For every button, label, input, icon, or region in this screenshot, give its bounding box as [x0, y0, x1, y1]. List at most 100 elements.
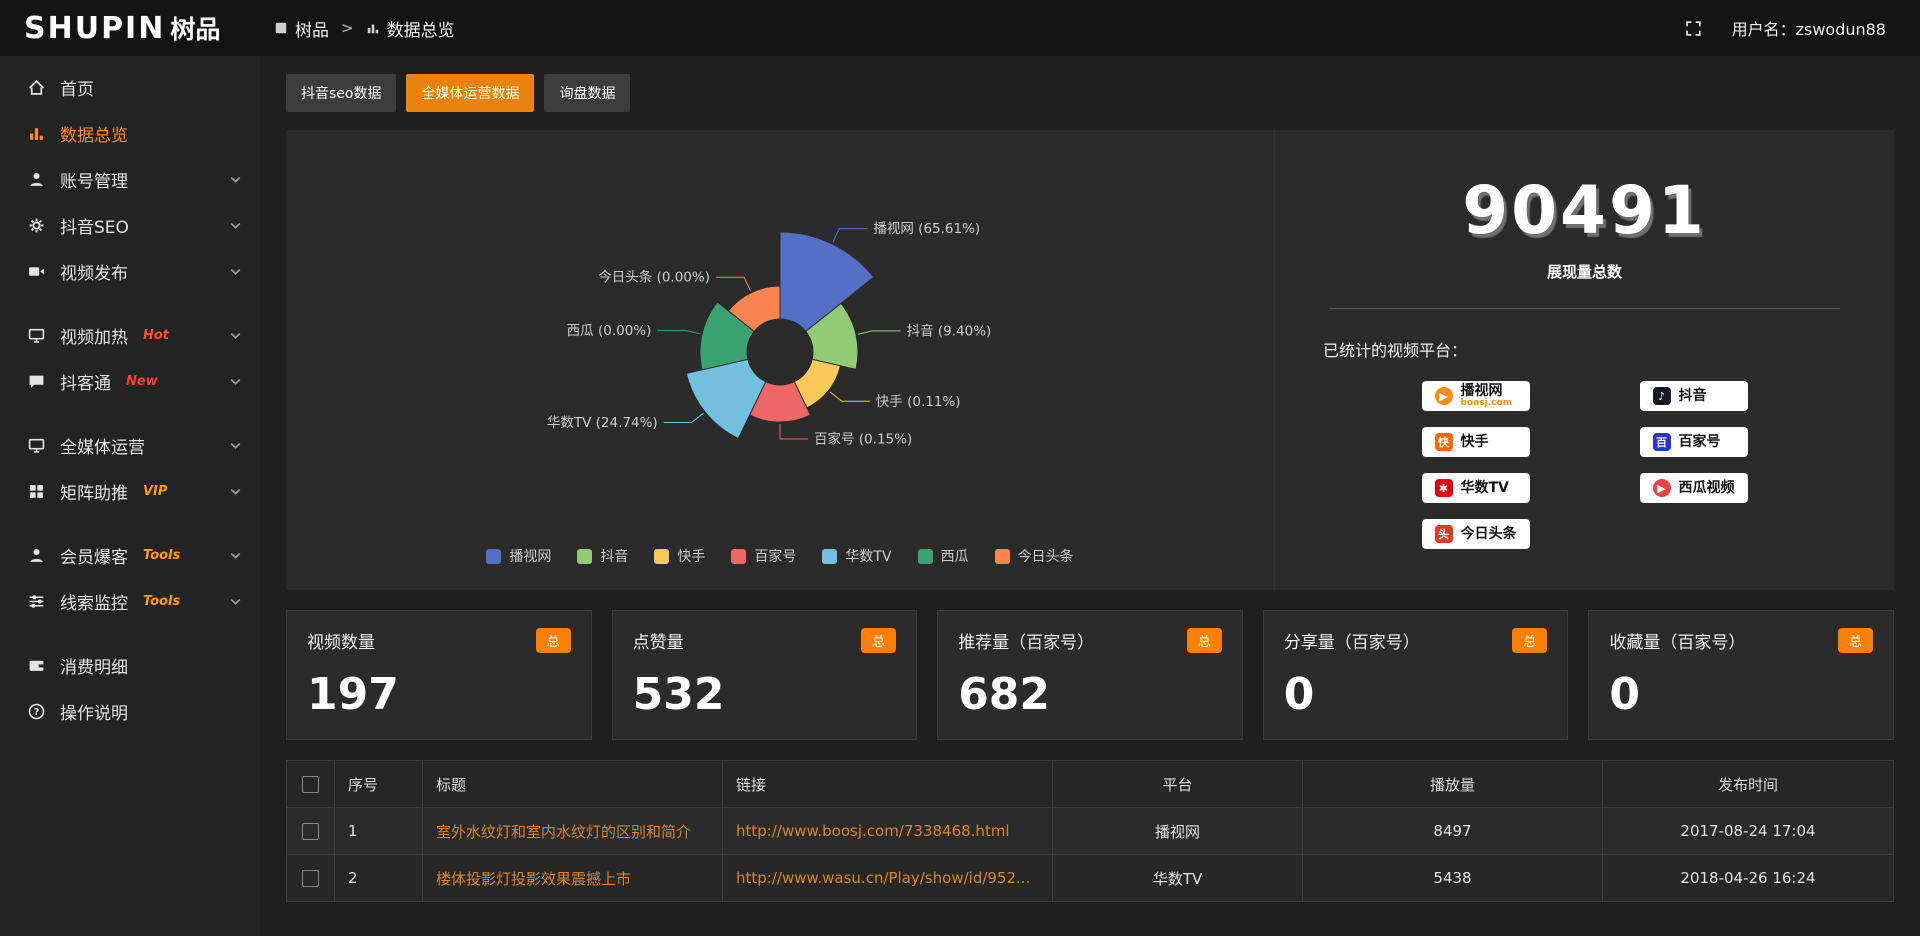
- row-checkbox[interactable]: [302, 823, 319, 840]
- pie-slice-百家号[interactable]: [748, 381, 812, 423]
- tab-询盘数据[interactable]: 询盘数据: [544, 74, 631, 112]
- sidebar-item-操作说明[interactable]: ? 操作说明: [0, 688, 260, 734]
- pie-slice-华数TV[interactable]: [685, 358, 767, 440]
- legend-label: 抖音: [600, 549, 629, 565]
- video-table-wrap: 序号 标题 链接 平台 播放量 发布时间 1 室外水纹灯和室内水纹灯的区别和简介 http:/…: [286, 760, 1894, 902]
- cell-platform: 华数TV: [1052, 854, 1303, 902]
- sidebar-item-label: 全媒体运营: [60, 437, 145, 458]
- pie-slice-播视网[interactable]: [779, 231, 875, 333]
- username[interactable]: 用户名：zswodun88: [1731, 20, 1886, 39]
- row-checkbox[interactable]: [302, 870, 319, 887]
- pie-label: 快手 (0.11%): [876, 394, 961, 410]
- total-badge[interactable]: 总: [535, 628, 571, 653]
- total-badge[interactable]: 总: [1186, 628, 1222, 653]
- legend-swatch: [577, 548, 593, 564]
- xigua-logo-icon: ▶: [1652, 479, 1671, 497]
- select-all-cell: [286, 760, 335, 808]
- legend-item-西瓜[interactable]: 西瓜: [917, 546, 969, 566]
- sidebar-item-视频加热[interactable]: 视频加热 Hot: [0, 312, 260, 358]
- tab-全媒体运营数据[interactable]: 全媒体运营数据: [406, 74, 535, 112]
- tab-抖音seo数据[interactable]: 抖音seo数据: [286, 74, 397, 112]
- topbar: SHUPIN 树品 树品 > 数据总览 用户名：zswodun88: [0, 0, 1920, 56]
- platform-pill-抖音[interactable]: ♪ 抖音: [1639, 381, 1748, 411]
- sidebar-item-label: 会员爆客: [60, 547, 128, 568]
- divider: [1329, 308, 1840, 309]
- sidebar-item-label: 矩阵助推: [60, 483, 128, 504]
- tag-hot: Hot: [143, 327, 170, 343]
- legend-item-华数TV[interactable]: 华数TV: [822, 546, 892, 566]
- card-value: 532: [632, 669, 725, 720]
- stat-cards: 视频数量总 197 点赞量总 532 推荐量（百家号）总 682 分享量（百家号）总 0 收藏量…: [286, 610, 1894, 740]
- chevron-down-icon: [229, 485, 242, 498]
- sidebar-item-账号管理[interactable]: 账号管理: [0, 156, 260, 202]
- sidebar-item-会员爆客[interactable]: 会员爆客 Tools: [0, 532, 260, 578]
- platform-pills: ▶ 播视网 boosj.com ♪ 抖音快快手 百百家号 ✱ 华数TV ▶ 西瓜视频头今日头条: [1323, 381, 1846, 549]
- col-header-平台: 平台: [1052, 760, 1303, 808]
- douyin-logo-icon: ♪: [1652, 387, 1671, 405]
- app-logo[interactable]: SHUPIN 树品: [0, 10, 260, 46]
- pie-slice-抖音[interactable]: [805, 302, 859, 370]
- table-header-row: 序号 标题 链接 平台 播放量 发布时间: [286, 760, 1894, 808]
- app-icon: [274, 21, 288, 35]
- chart-icon: [28, 125, 47, 142]
- legend-item-播视网[interactable]: 播视网: [486, 546, 551, 566]
- legend-swatch: [994, 548, 1010, 564]
- sidebar-item-抖客通[interactable]: 抖客通 New: [0, 358, 260, 404]
- summary-panel: 90491 展现量总数 已统计的视频平台： ▶ 播视网 boosj.com ♪ 抖音快快…: [1274, 130, 1894, 590]
- col-header-链接: 链接: [722, 760, 1053, 808]
- cell-link[interactable]: http://www.boosj.com/7338468.html: [722, 807, 1053, 855]
- total-badge[interactable]: 总: [1837, 628, 1873, 653]
- platform-pill-西瓜视频[interactable]: ▶ 西瓜视频: [1639, 473, 1748, 503]
- platform-pill-播视网[interactable]: ▶ 播视网 boosj.com: [1421, 381, 1530, 411]
- sidebar-item-消费明细[interactable]: 消费明细: [0, 642, 260, 688]
- legend-item-百家号[interactable]: 百家号: [731, 546, 796, 566]
- overview-panel: 播视网 (65.61%) 抖音 (9.40%) 快手 (0.11%) 百家号 (0.1…: [286, 130, 1894, 590]
- tag-tools: Tools: [143, 593, 181, 609]
- cell-link[interactable]: http://www.wasu.cn/Play/show/id/952...: [722, 854, 1053, 902]
- pie-slice-西瓜[interactable]: [699, 301, 755, 371]
- sidebar-item-数据总览[interactable]: 数据总览: [0, 110, 260, 156]
- platform-name: 百家号: [1678, 433, 1721, 450]
- pie-label: 西瓜 (0.00%): [567, 323, 652, 339]
- chevron-down-icon: [229, 439, 242, 452]
- card-value: 0: [1283, 669, 1315, 720]
- legend-swatch: [731, 548, 747, 564]
- platform-pill-华数TV[interactable]: ✱ 华数TV: [1421, 473, 1530, 503]
- platform-pill-快手[interactable]: 快快手: [1421, 427, 1530, 457]
- select-all-checkbox[interactable]: [302, 776, 319, 793]
- sidebar-item-全媒体运营[interactable]: 全媒体运营: [0, 422, 260, 468]
- table-row: 1 室外水纹灯和室内水纹灯的区别和简介 http://www.boosj.com/7…: [286, 807, 1894, 855]
- legend-item-抖音[interactable]: 抖音: [577, 546, 628, 566]
- svg-text:?: ?: [34, 706, 40, 717]
- baijia-logo-icon: 百: [1652, 433, 1671, 451]
- total-badge[interactable]: 总: [1512, 628, 1548, 653]
- col-header-发布时间: 发布时间: [1602, 760, 1894, 808]
- legend-item-快手[interactable]: 快手: [654, 546, 705, 566]
- sidebar-item-线索监控[interactable]: 线索监控 Tools: [0, 578, 260, 624]
- tag-new: New: [126, 373, 158, 389]
- pie-chart[interactable]: 播视网 (65.61%) 抖音 (9.40%) 快手 (0.11%) 百家号 (0.1…: [290, 162, 1270, 540]
- breadcrumb-current[interactable]: 数据总览: [366, 16, 455, 41]
- total-badge[interactable]: 总: [861, 628, 897, 653]
- pie-label-line: [829, 391, 870, 402]
- legend-item-今日头条[interactable]: 今日头条: [994, 546, 1074, 566]
- fullscreen-icon[interactable]: [1685, 20, 1702, 37]
- pie-slice-今日头条[interactable]: [727, 285, 781, 333]
- breadcrumb-root[interactable]: 树品: [274, 16, 329, 41]
- card-title: 点赞量: [632, 633, 684, 653]
- sidebar-item-抖音SEO[interactable]: 抖音SEO: [0, 202, 260, 248]
- sidebar-item-首页[interactable]: 首页: [0, 64, 260, 110]
- cell-platform: 播视网: [1052, 807, 1303, 855]
- sidebar-item-label: 数据总览: [60, 125, 128, 146]
- chevron-down-icon: [229, 375, 242, 388]
- main-content: 抖音seo数据 全媒体运营数据 询盘数据 播视网 (65.61%) 抖音 (9.40%…: [260, 56, 1920, 936]
- cell-title[interactable]: 楼体投影灯投影效果震撼上市: [422, 854, 723, 902]
- platform-pill-今日头条[interactable]: 头今日头条: [1421, 519, 1530, 549]
- cell-time: 2017-08-24 17:04: [1602, 807, 1894, 855]
- cell-title[interactable]: 室外水纹灯和室内水纹灯的区别和简介: [422, 807, 723, 855]
- platform-name: 播视网: [1460, 382, 1503, 399]
- sidebar-item-视频发布[interactable]: 视频发布: [0, 248, 260, 294]
- platform-pill-百家号[interactable]: 百百家号: [1639, 427, 1748, 457]
- logo-text-secondary: 树品: [170, 15, 221, 44]
- sidebar-item-矩阵助推[interactable]: 矩阵助推 VIP: [0, 468, 260, 514]
